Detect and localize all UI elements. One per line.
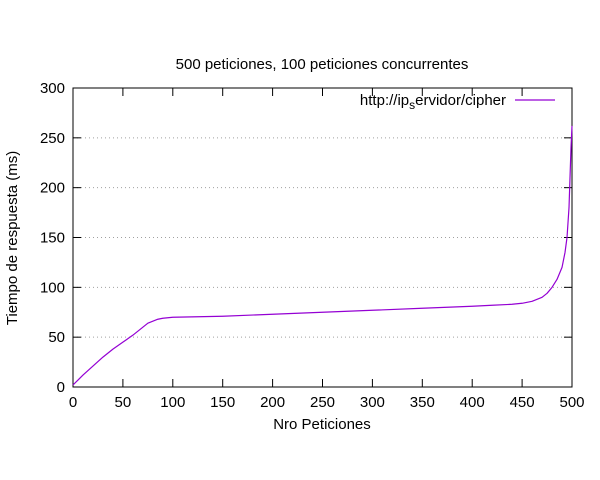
y-tick-label-0: 0 — [57, 379, 65, 396]
x-tick-label-450: 450 — [510, 394, 535, 411]
series-group — [72, 125, 573, 386]
legend-name-rest: ervidor/cipher — [415, 92, 506, 109]
x-tick-label-200: 200 — [260, 394, 285, 411]
x-axis-label: Nro Peticiones — [273, 416, 371, 433]
y-tick-label-50: 50 — [48, 329, 65, 346]
legend-name-sub: s — [409, 98, 415, 112]
x-tick-label-0: 0 — [69, 394, 77, 411]
y-axis-label: Tiempo de respuesta (ms) — [4, 151, 21, 326]
x-tick-label-300: 300 — [360, 394, 385, 411]
y-tick-label-250: 250 — [40, 130, 65, 147]
y-tick-label-100: 100 — [40, 279, 65, 296]
y-tick-label-150: 150 — [40, 230, 65, 247]
chart-title: 500 peticiones, 100 peticiones concurren… — [176, 56, 469, 73]
y-tick-label-300: 300 — [40, 80, 65, 97]
legend-name-main: http://ip — [360, 92, 409, 109]
ticks: 0 50 100 150 200 250 300 0 50 100 150 200 250 300 350 4… — [40, 80, 585, 411]
x-tick-label-500: 500 — [559, 394, 584, 411]
legend: http://ipservidor/cipher — [360, 92, 555, 112]
x-tick-label-400: 400 — [460, 394, 485, 411]
x-tick-label-50: 50 — [115, 394, 132, 411]
x-tick-label-150: 150 — [210, 394, 235, 411]
y-tick-label-200: 200 — [40, 180, 65, 197]
legend-entry-label: http://ipservidor/cipher — [360, 92, 506, 112]
x-tick-label-250: 250 — [310, 394, 335, 411]
series-line-0 — [72, 125, 573, 386]
x-tick-label-350: 350 — [410, 394, 435, 411]
x-tick-label-100: 100 — [160, 394, 185, 411]
